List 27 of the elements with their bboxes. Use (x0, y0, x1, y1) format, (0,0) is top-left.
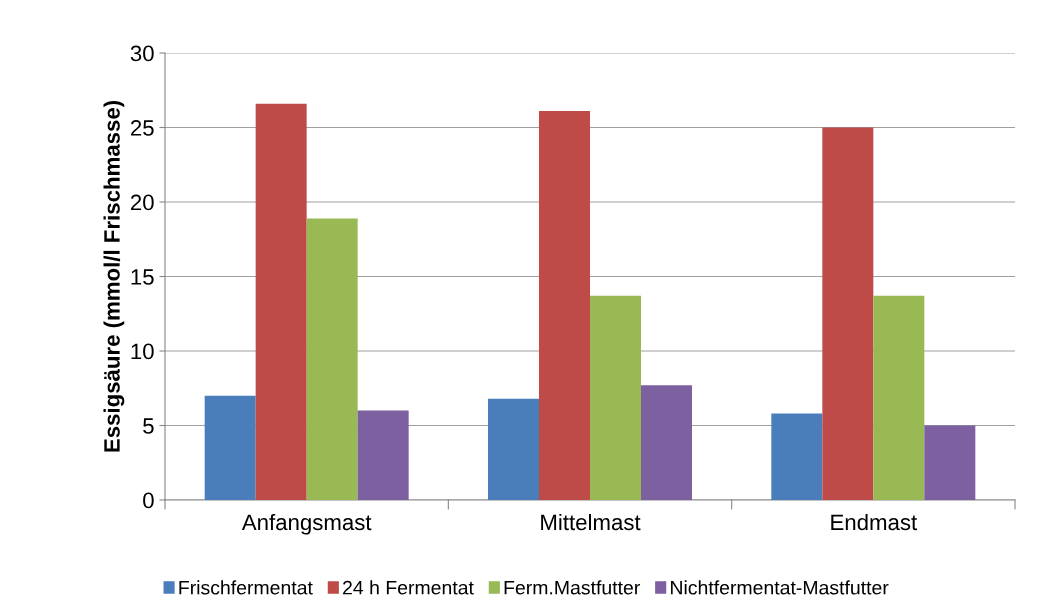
bar (873, 295, 925, 500)
legend-label: Ferm.Mastfutter (504, 580, 640, 595)
bar (306, 218, 358, 500)
bar (357, 410, 409, 500)
bar (488, 398, 539, 500)
y-tick-label: 0 (143, 492, 154, 509)
y-tick-label: 30 (130, 45, 154, 62)
bar (590, 295, 641, 500)
y-tick-label: 25 (130, 120, 154, 136)
y-tick-label: 20 (130, 194, 154, 211)
bar (204, 395, 256, 500)
y-tick-label: 15 (131, 269, 154, 285)
x-tick-label: Endmast (831, 513, 918, 531)
bar (771, 413, 823, 500)
bar (641, 385, 692, 500)
bar (822, 127, 874, 500)
bar (539, 111, 590, 500)
x-tick-label: Mittelmast (541, 513, 641, 531)
x-tick-label: Anfangsmast (241, 513, 372, 535)
bar (924, 425, 976, 500)
legend-label: 24 h Fermentat (343, 580, 474, 595)
y-tick-label: 10 (131, 343, 154, 360)
legend-label: Frischfermentat (179, 580, 313, 595)
y-tick-label: 5 (143, 418, 154, 434)
y-axis-title: Essigsäure (mmol/l Frischmasse) (103, 100, 125, 452)
bar (255, 103, 307, 500)
legend-label: Nichtfermentat-Mastfutter (671, 580, 889, 595)
